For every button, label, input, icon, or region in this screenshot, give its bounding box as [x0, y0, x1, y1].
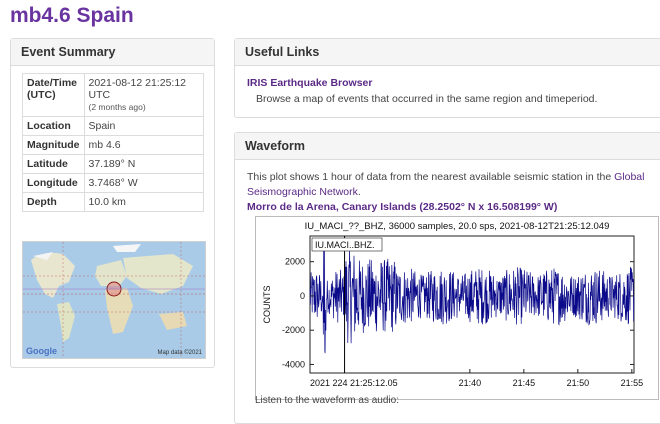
row-value: 2021-08-12 21:25:12 UTC (2 months ago) — [83, 73, 204, 117]
link-description: Browse a map of events that occurred in … — [256, 93, 598, 105]
waveform-heading: Waveform — [235, 133, 660, 160]
row-value: 10.0 km — [83, 192, 204, 212]
y-tick-label: 2000 — [285, 257, 305, 267]
y-tick-label: -4000 — [282, 359, 305, 369]
row-label: Depth — [22, 192, 85, 212]
waveform-trace — [309, 243, 635, 354]
legend-box — [311, 237, 383, 252]
y-tick-label: -2000 — [282, 325, 305, 335]
station-coords: (28.2502° N x 16.508199° W) — [416, 201, 558, 213]
waveform-chart: IU_MACI_??_BHZ, 36000 samples, 20.0 sps,… — [262, 221, 644, 388]
table-row: Location Spain — [22, 116, 204, 136]
table-row: Magnitude mb 4.6 — [22, 135, 204, 155]
waveform-plot: IU_MACI_??_BHZ, 36000 samples, 20.0 sps,… — [255, 216, 659, 400]
table-row: Depth 10.0 km — [22, 192, 204, 212]
waveform-panel: Waveform This plot shows 1 hour of data … — [234, 132, 660, 424]
row-label: Longitude — [22, 173, 85, 193]
table-row: Latitude 37.189° N — [22, 154, 204, 174]
x-tick-label: 2021 224 21:25:12.05 — [310, 378, 398, 388]
gsn-link[interactable]: Global Seismographic Network — [247, 171, 645, 198]
table-row: Longitude 3.7468° W — [22, 173, 204, 193]
row-label: Magnitude — [22, 135, 85, 155]
waveform-intro-end: . — [357, 186, 361, 198]
event-location-map[interactable]: Google Map data ©2021 — [22, 241, 206, 359]
station-info: Morro de la Arena, Canary Islands (28.25… — [247, 201, 557, 213]
legend-label: IU.MACI..BHZ. — [315, 240, 375, 250]
row-value: 37.189° N — [83, 154, 204, 174]
row-value: 3.7468° W — [83, 173, 204, 193]
event-summary-heading: Event Summary — [11, 39, 214, 66]
row-label: Location — [22, 116, 85, 136]
map-attribution: Map data ©2021 — [157, 350, 202, 356]
x-tick-label: 21:40 — [459, 378, 482, 388]
event-summary-table: Date/Time (UTC) 2021-08-12 21:25:12 UTC … — [22, 73, 204, 212]
x-tick-label: 21:50 — [567, 378, 590, 388]
world-map-image — [23, 242, 205, 358]
y-tick-label: 0 — [300, 291, 305, 301]
waveform-description: This plot shows 1 hour of data from the … — [247, 170, 657, 200]
page-title: mb4.6 Spain — [10, 4, 134, 27]
row-value: Spain — [83, 116, 204, 136]
relative-time: (2 months ago) — [88, 102, 146, 112]
station-name: Morro de la Arena, Canary Islands — [247, 201, 417, 213]
chart-title: IU_MACI_??_BHZ, 36000 samples, 20.0 sps,… — [305, 221, 610, 232]
useful-links-heading: Useful Links — [235, 39, 660, 66]
useful-links-panel: Useful Links IRIS Earthquake Browser Bro… — [234, 38, 660, 118]
table-row: Date/Time (UTC) 2021-08-12 21:25:12 UTC … — [22, 73, 204, 117]
y-axis-label: COUNTS — [262, 286, 272, 324]
row-value: mb 4.6 — [83, 135, 204, 155]
x-tick-label: 21:55 — [621, 378, 644, 388]
x-tick-label: 21:45 — [513, 378, 536, 388]
waveform-intro: This plot shows 1 hour of data from the … — [247, 171, 615, 183]
event-summary-panel: Event Summary Date/Time (UTC) 2021-08-12… — [10, 38, 215, 368]
row-label: Latitude — [22, 154, 85, 174]
map-logo: Google — [26, 346, 57, 356]
row-label: Date/Time (UTC) — [22, 73, 85, 117]
audio-label: Listen to the waveform as audio: — [255, 395, 399, 406]
iris-earthquake-browser-link[interactable]: IRIS Earthquake Browser — [247, 77, 373, 89]
datetime-value: 2021-08-12 21:25:12 UTC — [88, 77, 187, 101]
